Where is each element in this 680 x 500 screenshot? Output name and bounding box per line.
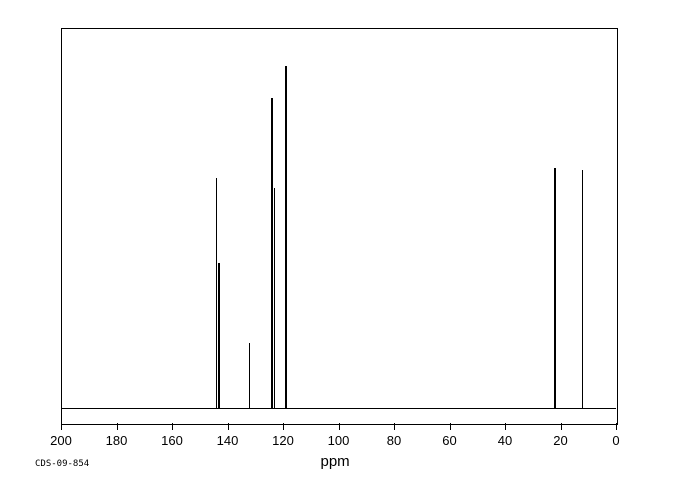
- x-tick: [616, 423, 617, 430]
- x-tick-label: 60: [430, 433, 470, 448]
- peak: [582, 170, 584, 408]
- x-tick: [61, 423, 62, 430]
- x-tick: [561, 423, 562, 430]
- peak: [216, 178, 218, 408]
- x-tick: [505, 423, 506, 430]
- x-tick-label: 180: [97, 433, 137, 448]
- x-tick: [172, 423, 173, 430]
- x-tick-label: 40: [485, 433, 525, 448]
- x-tick: [394, 423, 395, 430]
- peak: [285, 66, 287, 408]
- x-tick-label: 0: [596, 433, 636, 448]
- x-tick: [228, 423, 229, 430]
- x-tick: [339, 423, 340, 430]
- x-tick-label: 100: [319, 433, 359, 448]
- plot-area: [61, 28, 618, 425]
- x-tick: [450, 423, 451, 430]
- nmr-chart: 200180160140120100806040200 ppm CDS-09-8…: [0, 0, 680, 500]
- baseline: [61, 408, 616, 409]
- x-tick-label: 200: [41, 433, 81, 448]
- x-tick-label: 140: [208, 433, 248, 448]
- x-axis-label: ppm: [321, 453, 350, 470]
- x-tick: [117, 423, 118, 430]
- peak: [271, 98, 273, 408]
- x-tick: [283, 423, 284, 430]
- peak: [274, 188, 276, 408]
- peak: [249, 343, 251, 408]
- peak: [554, 168, 556, 408]
- x-tick-label: 80: [374, 433, 414, 448]
- footer-id: CDS-09-854: [35, 459, 89, 469]
- x-tick-label: 120: [263, 433, 303, 448]
- peak: [218, 263, 220, 408]
- x-tick-label: 160: [152, 433, 192, 448]
- x-tick-label: 20: [541, 433, 581, 448]
